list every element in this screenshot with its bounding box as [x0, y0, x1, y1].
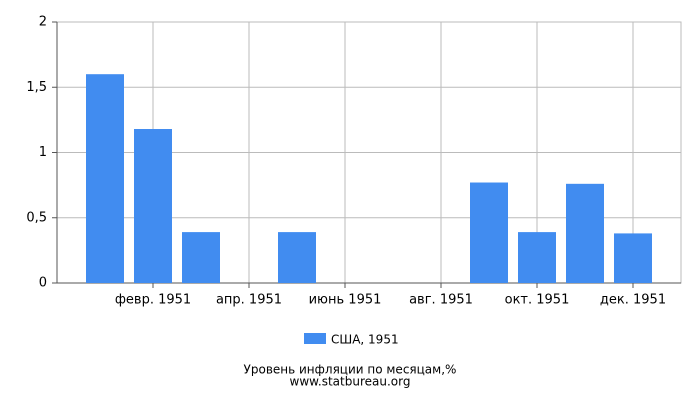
- y-tick-label: 1: [39, 145, 47, 160]
- bar: [278, 232, 316, 283]
- y-tick-label: 0: [39, 276, 47, 291]
- legend-swatch: [304, 333, 326, 344]
- bar: [470, 182, 508, 283]
- bar: [566, 183, 604, 283]
- bar: [134, 129, 172, 283]
- source: www.statbureau.org: [290, 375, 411, 389]
- chart-title: Уровень инфляции по месяцам,%: [244, 363, 457, 377]
- x-tick-label: авг. 1951: [409, 293, 473, 308]
- y-tick-label: 2: [39, 15, 47, 30]
- bar: [614, 233, 652, 283]
- x-tick-label: февр. 1951: [115, 293, 191, 308]
- y-tick-label: 0,5: [26, 210, 47, 225]
- legend-label: США, 1951: [331, 333, 399, 347]
- x-tick-label: дек. 1951: [600, 293, 666, 308]
- bar: [86, 74, 124, 283]
- x-tick-label: окт. 1951: [505, 293, 570, 308]
- x-tick-label: июнь 1951: [309, 293, 382, 308]
- y-tick-label: 1,5: [26, 80, 47, 95]
- bar: [182, 232, 220, 283]
- bar: [518, 232, 556, 283]
- x-tick-label: апр. 1951: [216, 293, 282, 308]
